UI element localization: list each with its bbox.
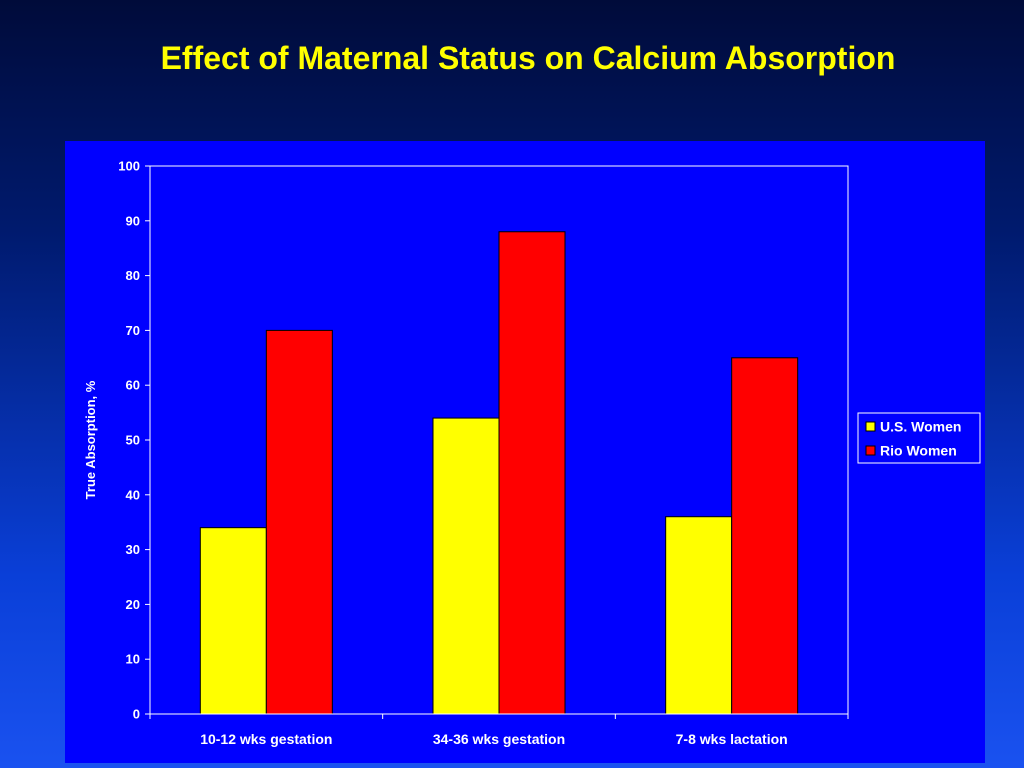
bar-us-women-2 [432, 417, 500, 715]
y-tick-label: 100 [118, 159, 140, 174]
x-tick-label: 10-12 wks gestation [200, 731, 332, 747]
legend-swatch-us-women [865, 421, 876, 432]
chart-panel: 0 10 20 30 40 50 60 70 80 90 100 10-12 wks gestati… [65, 141, 985, 763]
bar-us-women-3 [665, 516, 733, 715]
legend-label-rio-women: Rio Women [880, 443, 957, 459]
legend-swatch-rio-women [865, 445, 876, 456]
y-tick-label: 80 [126, 268, 140, 283]
y-axis-label: True Absorption, % [83, 380, 98, 499]
x-tick-label: 7-8 wks lactation [676, 731, 788, 747]
bar-rio-women-2 [498, 231, 566, 715]
y-tick-label: 0 [133, 707, 140, 722]
bar-rio-women-1 [265, 329, 333, 715]
y-tick-label: 20 [126, 597, 140, 612]
y-tick-label: 30 [126, 542, 140, 557]
bars-group [199, 231, 799, 715]
y-tick-label: 40 [126, 487, 140, 502]
y-tick-label: 60 [126, 378, 140, 393]
bar-rio-women-3 [731, 357, 799, 715]
legend: U.S. Women Rio Women [857, 412, 981, 464]
x-labels-group: 10-12 wks gestation 34-36 wks gestation 7-… [200, 731, 787, 747]
y-tick-label: 70 [126, 323, 140, 338]
y-tick-label: 90 [126, 213, 140, 228]
bar-chart: 0 10 20 30 40 50 60 70 80 90 100 10-12 wks gestati… [83, 159, 981, 747]
legend-box [857, 412, 981, 464]
bar-us-women-1 [199, 527, 267, 715]
y-tick-label: 10 [126, 652, 140, 667]
x-tick-label: 34-36 wks gestation [433, 731, 565, 747]
y-tick-label: 50 [126, 433, 140, 448]
slide-title: Effect of Maternal Status on Calcium Abs… [160, 40, 896, 76]
legend-label-us-women: U.S. Women [880, 419, 961, 435]
y-ticks-group: 0 10 20 30 40 50 60 70 80 90 100 [118, 159, 849, 722]
